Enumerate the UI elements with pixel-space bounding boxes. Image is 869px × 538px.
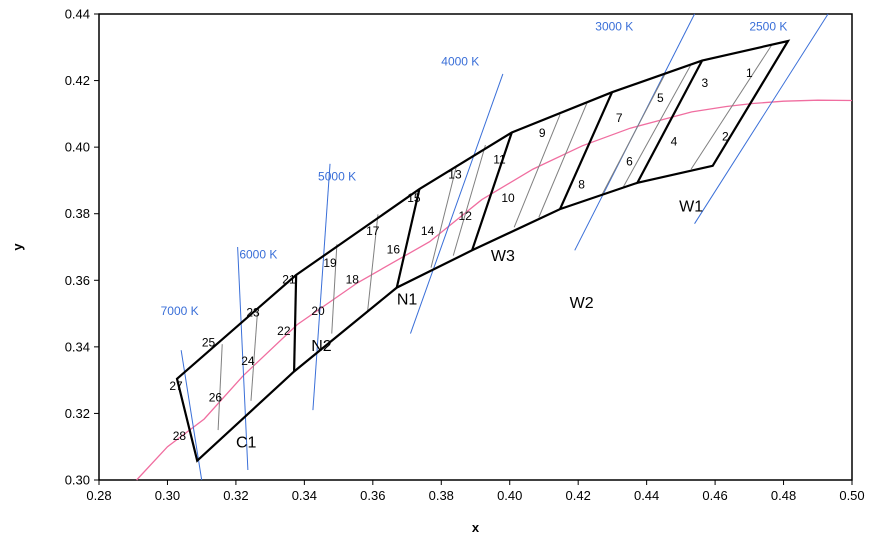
x-tick-label: 0.50 — [839, 488, 864, 503]
group-label-c1: C1 — [236, 435, 257, 452]
bin-divider-3 — [331, 244, 338, 334]
bin-label-18: 18 — [346, 272, 360, 286]
bin-label-24: 24 — [241, 354, 255, 368]
cct-line-2500k — [694, 13, 829, 224]
bin-label-7: 7 — [616, 111, 623, 125]
bin-divider-5 — [430, 164, 458, 268]
cct-line-5000k — [312, 163, 331, 411]
bin-divider-6 — [452, 145, 486, 256]
x-tick-label: 0.28 — [86, 488, 111, 503]
bin-label-12: 12 — [459, 209, 473, 223]
group-label-n2: N2 — [311, 338, 332, 355]
y-tick-label: 0.40 — [65, 140, 90, 155]
y-tick-label: 0.42 — [65, 73, 90, 88]
group-divider-4 — [559, 91, 614, 210]
planckian-locus-line — [136, 99, 853, 481]
bin-label-25: 25 — [202, 336, 216, 350]
cct-label-6000k: 6000 K — [239, 248, 277, 262]
cct-label-3000k: 3000 K — [595, 20, 633, 34]
bin-label-14: 14 — [421, 224, 435, 238]
y-tick-label: 0.34 — [65, 339, 90, 354]
bin-label-27: 27 — [169, 379, 183, 393]
cct-line-6000k — [237, 246, 249, 471]
group-divider-1 — [292, 274, 298, 372]
group-label-w1: W1 — [679, 198, 703, 215]
x-tick-label: 0.46 — [702, 488, 727, 503]
labels-layer: 1234567891011121314151617181920212223242… — [169, 66, 753, 452]
bin-label-6: 6 — [626, 154, 633, 168]
bin-divider-11 — [690, 45, 772, 170]
bin-label-13: 13 — [448, 168, 462, 182]
bin-label-28: 28 — [173, 429, 187, 443]
bin-label-17: 17 — [366, 224, 380, 238]
group-label-n1: N1 — [397, 291, 418, 308]
bin-lines-layer — [217, 45, 772, 431]
bin-label-8: 8 — [578, 178, 585, 192]
bin-divider-7 — [513, 114, 561, 228]
bin-divider-8 — [538, 101, 588, 218]
group-label-w3: W3 — [491, 248, 515, 265]
bin-divider-4 — [367, 214, 379, 311]
planckian-locus-layer — [136, 99, 853, 481]
x-tick-label: 0.48 — [771, 488, 796, 503]
cct-line-4000k — [409, 73, 504, 334]
x-tick-label: 0.38 — [429, 488, 454, 503]
y-tick-label: 0.30 — [65, 473, 90, 488]
bin-divider-1 — [217, 344, 223, 431]
bin-label-3: 3 — [701, 76, 708, 90]
bin-label-22: 22 — [277, 324, 291, 338]
x-axis-title: x — [472, 520, 480, 535]
cct-label-4000k: 4000 K — [441, 55, 479, 69]
bin-label-5: 5 — [657, 91, 664, 105]
y-tick-label: 0.36 — [65, 273, 90, 288]
y-tick-label: 0.38 — [65, 206, 90, 221]
group-divider-2 — [395, 188, 421, 288]
bin-label-1: 1 — [746, 66, 753, 80]
bin-label-4: 4 — [671, 134, 678, 148]
group-divider-5 — [636, 60, 704, 184]
y-tick-label: 0.32 — [65, 406, 90, 421]
bin-label-26: 26 — [209, 391, 223, 405]
x-tick-label: 0.44 — [634, 488, 659, 503]
bin-label-15: 15 — [407, 191, 421, 205]
cct-lines-layer: 2500 K 3000 K 4000 K 5000 K 6000 K 7000 K — [161, 13, 829, 481]
bin-label-11: 11 — [493, 153, 506, 167]
x-tick-label: 0.42 — [566, 488, 591, 503]
cct-label-5000k: 5000 K — [318, 169, 356, 183]
bin-divider-9 — [601, 73, 666, 195]
cct-label-7000k: 7000 K — [161, 304, 199, 318]
bin-label-23: 23 — [246, 306, 260, 320]
bin-outline — [175, 39, 791, 463]
bin-divider-10 — [622, 65, 691, 189]
x-tick-label: 0.32 — [223, 488, 248, 503]
cct-label-2500k: 2500 K — [749, 20, 787, 34]
group-divider-3 — [471, 132, 513, 251]
x-tick-label: 0.30 — [155, 488, 180, 503]
bin-outline-layer — [175, 39, 791, 463]
bin-divider-2 — [250, 311, 258, 401]
bin-label-2: 2 — [722, 129, 729, 143]
x-axis: 0.28 0.30 0.32 0.34 0.36 0.38 0.40 0.42 0.44 0.46… — [86, 480, 865, 503]
bin-label-20: 20 — [311, 304, 325, 318]
bin-label-19: 19 — [323, 256, 337, 270]
bin-label-10: 10 — [501, 191, 515, 205]
y-tick-label: 0.44 — [65, 7, 90, 22]
bin-label-9: 9 — [539, 126, 546, 140]
y-axis-title: y — [10, 243, 25, 251]
x-tick-label: 0.40 — [497, 488, 522, 503]
x-tick-label: 0.36 — [360, 488, 385, 503]
group-label-w2: W2 — [570, 295, 594, 312]
bin-label-21: 21 — [282, 272, 296, 286]
y-axis: 0.30 0.32 0.34 0.36 0.38 0.40 0.42 0.44 — [65, 7, 99, 488]
bin-label-16: 16 — [387, 243, 401, 257]
plot-frame — [98, 13, 853, 481]
x-tick-label: 0.34 — [292, 488, 317, 503]
